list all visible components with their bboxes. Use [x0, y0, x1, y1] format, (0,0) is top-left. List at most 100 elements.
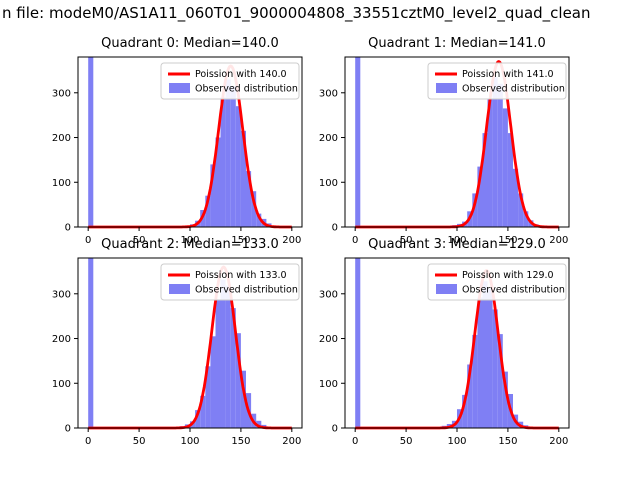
- hist-bar: [355, 258, 361, 428]
- y-tick-label: 0: [65, 424, 71, 435]
- hist-bar: [502, 371, 508, 428]
- y-tick-label: 300: [319, 88, 338, 99]
- hist-bar: [497, 334, 503, 428]
- hist-bar: [205, 366, 211, 428]
- hist-bar: [513, 168, 519, 227]
- x-tick-label: 100: [180, 235, 199, 246]
- y-tick-label: 100: [52, 379, 71, 390]
- x-tick-label: 150: [498, 436, 517, 447]
- legend-box: [427, 263, 567, 301]
- legend-label-poisson: Poission with 129.0: [462, 270, 554, 281]
- x-tick-label: 200: [549, 436, 568, 447]
- hist-bar: [225, 285, 231, 428]
- subplot-1: 0 50 100 150 200 0 100 200 300 Poission with 141.…: [319, 56, 570, 246]
- x-tick-label: 0: [85, 235, 91, 246]
- subplot-3: 0 50 100 150 200 0 100 200 300 Poission with 129.…: [319, 257, 570, 447]
- hist-bar: [477, 297, 483, 428]
- x-tick-label: 150: [231, 235, 250, 246]
- legend-box: [160, 62, 300, 100]
- x-tick-label: 100: [180, 436, 199, 447]
- x-tick-label: 0: [352, 235, 358, 246]
- hist-bar: [230, 86, 236, 227]
- hist-bar: [518, 193, 524, 227]
- x-tick-label: 100: [447, 235, 466, 246]
- hist-bar: [235, 106, 241, 227]
- y-tick-label: 0: [332, 424, 338, 435]
- x-tick-label: 50: [400, 235, 413, 246]
- hist-bar: [482, 281, 488, 428]
- x-tick-label: 0: [352, 436, 358, 447]
- hist-bar: [210, 164, 216, 227]
- hist-bar: [240, 370, 246, 428]
- hist-bar: [467, 364, 473, 428]
- legend-label-poisson: Poission with 140.0: [195, 69, 287, 80]
- x-tick-label: 50: [400, 436, 413, 447]
- legend-hist-sample: [436, 284, 457, 294]
- subplot-0-title: Quadrant 0: Median=140.0: [101, 36, 279, 51]
- legend-label-observed: Observed distribution: [462, 285, 565, 296]
- hist-bar: [246, 171, 252, 227]
- hist-bar: [205, 195, 211, 227]
- y-tick-label: 100: [319, 178, 338, 189]
- x-tick-label: 200: [282, 235, 301, 246]
- subplot-2-title: Quadrant 2: Median=133.0: [101, 237, 279, 252]
- legend-hist-sample: [436, 83, 457, 93]
- hist-bar: [492, 77, 498, 227]
- figure-title: n file: modeM0/AS1A11_060T01_9000004808_…: [2, 4, 591, 22]
- y-tick-label: 0: [332, 223, 338, 234]
- hist-bar: [497, 83, 503, 227]
- hist-bar: [215, 299, 221, 428]
- y-tick-label: 200: [52, 334, 71, 345]
- legend-label-poisson: Poission with 133.0: [195, 270, 287, 281]
- hist-bar: [88, 258, 94, 428]
- legend-label-observed: Observed distribution: [195, 84, 298, 95]
- y-tick-label: 100: [52, 178, 71, 189]
- y-tick-label: 0: [65, 223, 71, 234]
- hist-bar: [482, 133, 488, 227]
- legend-label-poisson: Poission with 141.0: [462, 69, 554, 80]
- hist-bar: [502, 108, 508, 227]
- x-tick-label: 150: [498, 235, 517, 246]
- hist-bar: [507, 133, 513, 227]
- legend-hist-sample: [169, 284, 190, 294]
- hist-bar: [220, 279, 226, 428]
- x-tick-label: 200: [282, 436, 301, 447]
- hist-bar: [225, 79, 231, 228]
- legend-label-observed: Observed distribution: [462, 84, 565, 95]
- x-tick-label: 50: [133, 235, 146, 246]
- hist-bar: [240, 130, 246, 227]
- y-tick-label: 300: [52, 88, 71, 99]
- hist-bar: [251, 191, 257, 227]
- hist-bar: [487, 99, 493, 227]
- hist-bar: [220, 97, 226, 227]
- legend-label-observed: Observed distribution: [195, 285, 298, 296]
- hist-bar: [235, 333, 241, 428]
- hist-bar: [472, 334, 478, 428]
- hist-bar: [492, 309, 498, 428]
- y-tick-label: 200: [319, 133, 338, 144]
- y-tick-label: 300: [319, 289, 338, 300]
- subplot-0: 0 50 100 150 200 0 100 200 300 Poission with 140.…: [52, 56, 303, 246]
- hist-bar: [472, 193, 478, 227]
- hist-bar: [256, 213, 262, 227]
- hist-bar: [355, 57, 361, 227]
- x-tick-label: 0: [85, 436, 91, 447]
- legend-hist-sample: [169, 83, 190, 93]
- hist-bar: [200, 395, 206, 428]
- x-tick-label: 50: [133, 436, 146, 447]
- subplot-1-title: Quadrant 1: Median=141.0: [368, 36, 546, 51]
- x-tick-label: 100: [447, 436, 466, 447]
- hist-bar: [195, 410, 201, 428]
- hist-bar: [487, 288, 493, 428]
- x-tick-label: 150: [231, 436, 250, 447]
- hist-bar: [477, 166, 483, 227]
- hist-bar: [523, 211, 529, 227]
- y-tick-label: 100: [319, 379, 338, 390]
- subplot-3-title: Quadrant 3: Median=129.0: [368, 237, 546, 252]
- hist-bar: [215, 137, 221, 227]
- y-tick-label: 200: [319, 334, 338, 345]
- legend-box: [160, 263, 300, 301]
- hist-bar: [230, 308, 236, 428]
